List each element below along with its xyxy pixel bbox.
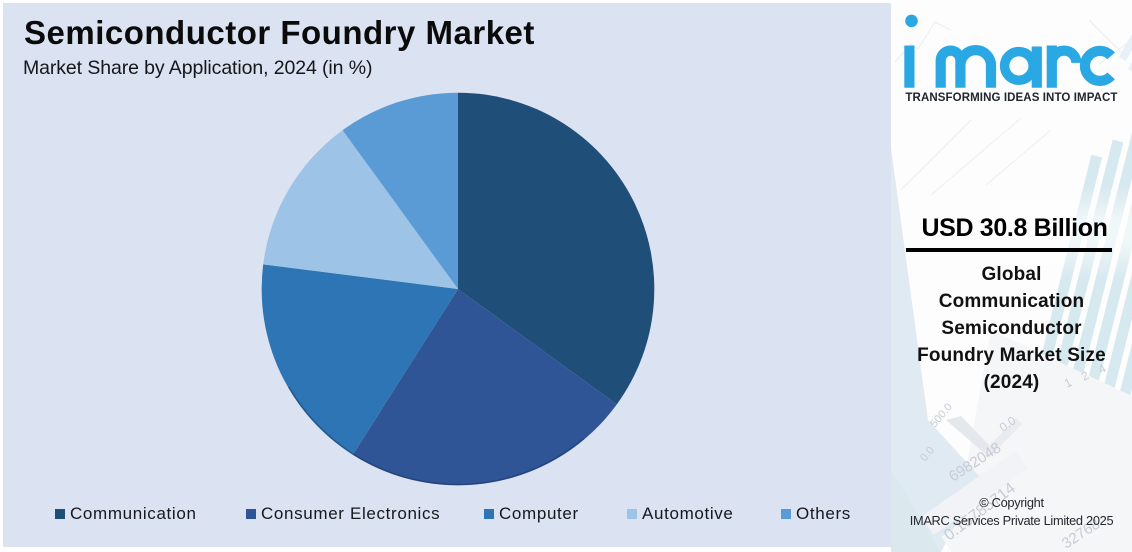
- svg-text:500.0: 500.0: [928, 401, 955, 430]
